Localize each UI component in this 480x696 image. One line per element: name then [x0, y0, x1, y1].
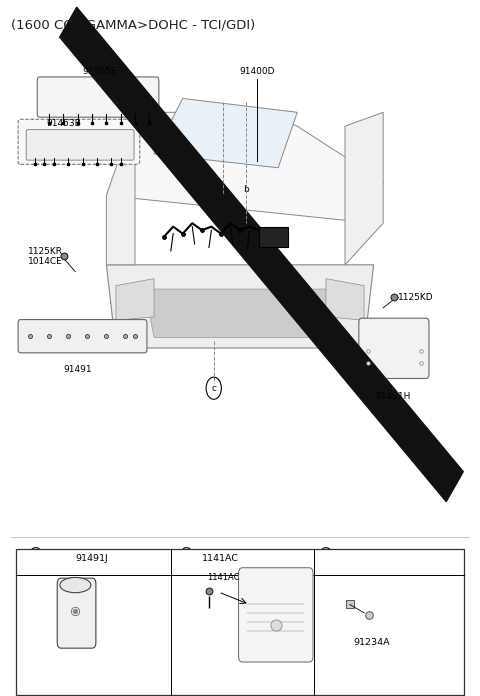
Polygon shape: [326, 278, 364, 320]
Text: 91491J: 91491J: [75, 554, 108, 563]
Text: 91453B: 91453B: [46, 119, 81, 128]
Polygon shape: [144, 289, 336, 338]
FancyBboxPatch shape: [359, 318, 429, 379]
Text: b: b: [184, 554, 190, 563]
Polygon shape: [107, 264, 373, 348]
Text: a: a: [218, 185, 224, 194]
Ellipse shape: [60, 578, 91, 593]
Text: 1014CE: 1014CE: [28, 258, 62, 266]
Bar: [259, 227, 288, 248]
Text: c: c: [324, 554, 328, 563]
Polygon shape: [60, 7, 463, 502]
FancyBboxPatch shape: [26, 129, 134, 160]
Bar: [16, 549, 464, 695]
Text: 91400D: 91400D: [239, 68, 275, 77]
Polygon shape: [154, 98, 297, 168]
Text: b: b: [243, 185, 249, 194]
Text: 91491: 91491: [63, 365, 92, 374]
Text: 91234A: 91234A: [353, 638, 390, 647]
FancyBboxPatch shape: [239, 568, 313, 662]
Text: 1125KR: 1125KR: [28, 248, 62, 257]
FancyBboxPatch shape: [18, 319, 147, 353]
Text: 91491H: 91491H: [375, 392, 410, 401]
FancyBboxPatch shape: [57, 578, 96, 648]
Text: c: c: [211, 383, 216, 393]
Text: (1600 CC - GAMMA>DOHC - TCI/GDI): (1600 CC - GAMMA>DOHC - TCI/GDI): [11, 19, 255, 32]
Text: 1141AC: 1141AC: [202, 554, 239, 563]
Text: 1141AC: 1141AC: [206, 574, 239, 583]
Polygon shape: [107, 112, 135, 264]
Text: 91505E: 91505E: [82, 67, 117, 76]
FancyBboxPatch shape: [37, 77, 159, 117]
Text: a: a: [33, 554, 38, 563]
FancyBboxPatch shape: [18, 119, 140, 164]
Text: 1125KD: 1125KD: [398, 293, 434, 302]
Polygon shape: [345, 112, 383, 264]
Polygon shape: [107, 112, 383, 223]
Polygon shape: [116, 278, 154, 320]
